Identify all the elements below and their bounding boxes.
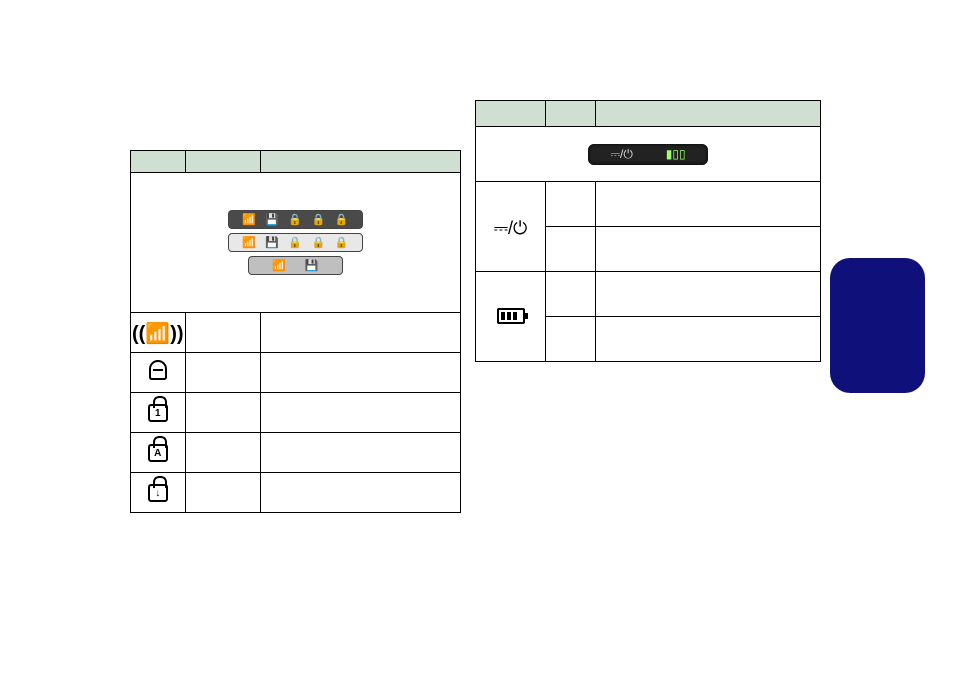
battery-r2c2 [546,317,596,362]
numlock-col2 [185,393,260,433]
left-hdr-col2 [185,151,260,173]
row-scrolllock: ↓ [131,473,461,513]
battery-r1c3 [596,272,821,317]
left-led-table: 📶💾🔒🔒🔒 📶💾🔒🔒🔒 📶💾 ((📶)) 1 A ↓ [130,150,461,513]
row-battery-1 [476,272,821,317]
right-power-table: ⎓/⏻ ▮▯▯ ⎓/⏻ [475,100,821,362]
numlock-col3 [260,393,460,433]
numlock-icon: 1 [131,393,186,433]
hdd-col3 [260,353,460,393]
left-modules-row: 📶💾🔒🔒🔒 📶💾🔒🔒🔒 📶💾 [131,173,461,313]
power-r2c3 [596,227,821,272]
wireless-col2 [185,313,260,353]
capslock-col3 [260,433,460,473]
battery-r1c2 [546,272,596,317]
led-module-dark: 📶💾🔒🔒🔒 [228,210,363,229]
row-wireless: ((📶)) [131,313,461,353]
power-r2c2 [546,227,596,272]
power-module: ⎓/⏻ ▮▯▯ [588,144,708,165]
capslock-col2 [185,433,260,473]
battery-r2c3 [596,317,821,362]
power-r1c3 [596,182,821,227]
left-header-row [131,151,461,173]
scrolllock-col2 [185,473,260,513]
row-power-1: ⎓/⏻ [476,182,821,227]
hdd-icon [131,353,186,393]
battery-icon [476,272,546,362]
power-icon: ⎓/⏻ [476,182,546,272]
right-module-row: ⎓/⏻ ▮▯▯ [476,127,821,182]
left-hdr-col1 [131,151,186,173]
capslock-icon: A [131,433,186,473]
power-module-left: ⎓/⏻ [610,147,632,162]
row-hdd [131,353,461,393]
left-modules-cell: 📶💾🔒🔒🔒 📶💾🔒🔒🔒 📶💾 [131,173,461,313]
right-hdr-col3 [596,101,821,127]
left-hdr-col3 [260,151,460,173]
right-hdr-col1 [476,101,546,127]
right-module-cell: ⎓/⏻ ▮▯▯ [476,127,821,182]
led-module-med: 📶💾 [248,256,343,275]
hdd-col2 [185,353,260,393]
led-module-light: 📶💾🔒🔒🔒 [228,233,363,252]
right-header-row [476,101,821,127]
power-r1c2 [546,182,596,227]
row-capslock: A [131,433,461,473]
scrolllock-icon: ↓ [131,473,186,513]
scrolllock-col3 [260,473,460,513]
wireless-icon: ((📶)) [131,313,186,353]
row-numlock: 1 [131,393,461,433]
wireless-col3 [260,313,460,353]
right-hdr-col2 [546,101,596,127]
power-module-right: ▮▯▯ [666,147,686,161]
side-tab [830,258,925,393]
